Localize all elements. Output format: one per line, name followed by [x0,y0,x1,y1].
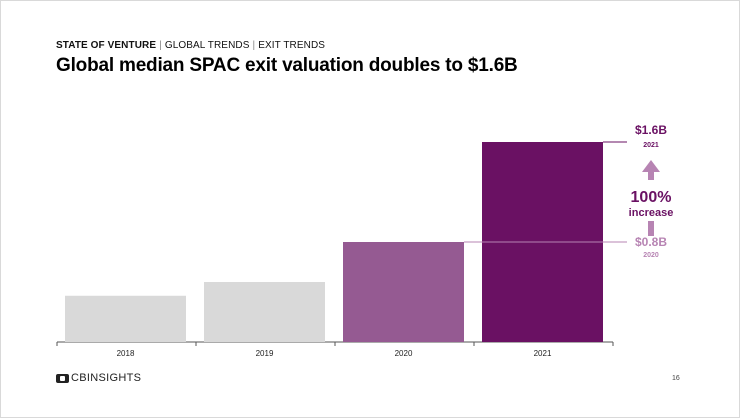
cbinsights-logo: CBINSIGHTS [56,372,141,384]
annotation-mid-value: $0.8B [635,235,667,249]
breadcrumb: STATE OF VENTURE | GLOBAL TRENDS | EXIT TREN… [56,40,325,51]
annotation-mid-year: 2020 [643,252,659,259]
breadcrumb-section: STATE OF VENTURE [56,40,157,51]
breadcrumb-separator: | [252,40,256,51]
x-tick-label-2021: 2021 [534,349,552,358]
page-title: Global median SPAC exit valuation double… [56,55,518,76]
page-number: 16 [672,375,680,382]
arrow-shaft-top [648,172,654,180]
x-tick-label-2018: 2018 [117,349,135,358]
annotation-increase-word: increase [629,207,674,219]
breadcrumb-separator: | [159,40,162,51]
x-tick-label-2020: 2020 [395,349,413,358]
logo-text: CBINSIGHTS [71,372,142,384]
annotation-top-value: $1.6B [635,123,667,137]
breadcrumb-global-trends: GLOBAL TRENDS [164,40,250,51]
x-tick-label-2019: 2019 [256,349,274,358]
breadcrumb-exit-trends: EXIT TRENDS [258,40,326,51]
bar-2020 [343,242,464,342]
arrow-shaft-bottom [648,221,654,236]
cb-logo-icon [56,373,69,383]
annotation-top-year: 2021 [643,142,659,149]
annotation-increase-pct: 100% [631,189,672,206]
bar-2018 [65,295,186,342]
arrow-up-icon [642,160,660,172]
bar-2019 [204,282,325,342]
